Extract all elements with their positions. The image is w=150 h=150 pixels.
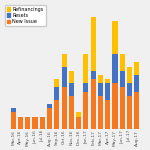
Bar (69, 71, 74, 83)
Bar (25, 117, 30, 129)
Bar (112, 21, 118, 54)
Bar (54, 79, 59, 87)
Bar (112, 83, 118, 129)
Bar (61, 67, 67, 87)
Bar (120, 71, 125, 87)
Bar (69, 83, 74, 96)
Bar (120, 54, 125, 71)
Legend: Refinancings, Resets, New Issue: Refinancings, Resets, New Issue (5, 5, 46, 26)
Bar (83, 83, 88, 92)
Bar (127, 83, 132, 96)
Bar (11, 108, 16, 112)
Bar (127, 96, 132, 129)
Bar (105, 100, 110, 129)
Bar (47, 108, 52, 129)
Bar (98, 96, 103, 129)
Bar (54, 87, 59, 100)
Bar (98, 83, 103, 96)
Bar (112, 54, 118, 83)
Bar (76, 112, 81, 117)
Bar (120, 87, 125, 129)
Bar (61, 54, 67, 67)
Bar (91, 17, 96, 71)
Bar (61, 87, 67, 129)
Bar (18, 117, 23, 129)
Bar (105, 79, 110, 83)
Bar (98, 75, 103, 83)
Bar (134, 75, 139, 92)
Bar (69, 96, 74, 129)
Bar (91, 79, 96, 129)
Bar (134, 92, 139, 129)
Bar (83, 92, 88, 129)
Bar (32, 117, 38, 129)
Bar (127, 67, 132, 83)
Bar (47, 104, 52, 108)
Bar (40, 117, 45, 129)
Bar (54, 100, 59, 129)
Bar (83, 54, 88, 83)
Bar (91, 71, 96, 79)
Bar (105, 83, 110, 100)
Bar (11, 112, 16, 129)
Bar (76, 117, 81, 129)
Bar (134, 63, 139, 75)
